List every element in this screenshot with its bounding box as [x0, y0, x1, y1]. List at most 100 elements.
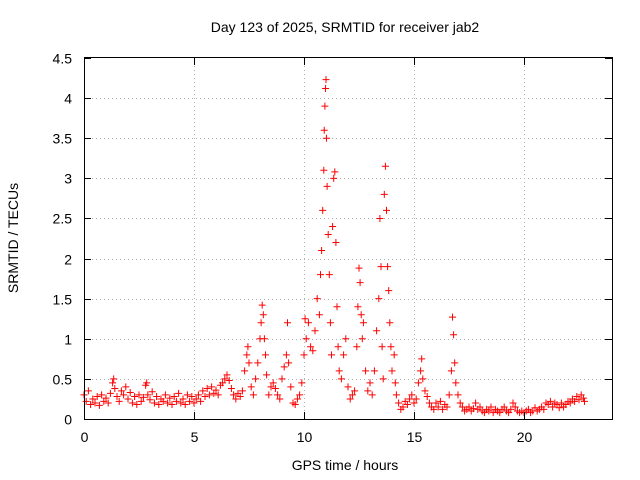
data-point — [104, 399, 112, 407]
data-point — [301, 315, 309, 323]
data-point — [425, 399, 433, 407]
data-point — [113, 393, 121, 401]
data-point — [379, 375, 387, 383]
data-point — [267, 383, 275, 391]
data-point — [265, 391, 273, 399]
data-point — [172, 397, 180, 405]
data-point — [179, 395, 187, 403]
data-point — [111, 385, 119, 393]
data-point — [472, 399, 480, 407]
data-point — [84, 387, 92, 395]
data-point — [258, 301, 266, 309]
data-point — [221, 375, 229, 383]
data-point — [161, 391, 169, 399]
y-tick-label: 2.5 — [53, 211, 73, 227]
data-point — [351, 387, 359, 395]
data-point — [285, 359, 293, 367]
data-point — [430, 405, 438, 413]
data-point — [354, 303, 362, 311]
data-point — [322, 76, 330, 84]
data-point — [320, 126, 328, 134]
data-point — [326, 319, 334, 327]
data-point — [120, 391, 128, 399]
data-point — [555, 404, 563, 412]
data-point — [432, 399, 440, 407]
data-point — [124, 395, 132, 403]
data-point — [208, 383, 216, 391]
data-point — [89, 395, 97, 403]
data-point — [356, 279, 364, 287]
data-point — [296, 391, 304, 399]
data-point — [540, 405, 548, 413]
data-point — [328, 351, 335, 359]
data-point — [274, 391, 282, 399]
data-point — [146, 396, 154, 404]
data-point — [454, 391, 462, 399]
data-point — [323, 182, 331, 190]
data-point — [321, 102, 329, 110]
y-tick-label: 4 — [64, 91, 72, 107]
data-point — [131, 393, 139, 401]
data-point — [102, 394, 110, 402]
data-point — [359, 319, 367, 327]
data-point — [150, 399, 158, 407]
data-point — [451, 359, 459, 367]
data-point — [330, 174, 338, 182]
data-point — [186, 397, 194, 405]
axis-ticks — [84, 58, 612, 420]
data-point — [449, 313, 456, 321]
data-point — [507, 405, 515, 413]
data-point — [87, 401, 95, 409]
data-point — [183, 391, 191, 399]
data-point — [300, 351, 308, 359]
data-point — [366, 379, 374, 387]
data-point — [346, 395, 354, 403]
data-point — [317, 271, 324, 279]
data-point — [353, 343, 361, 351]
data-point — [214, 391, 222, 399]
data-point — [241, 367, 249, 375]
data-point — [395, 399, 403, 407]
data-point — [511, 403, 519, 411]
data-point — [298, 379, 306, 387]
data-point — [168, 401, 176, 409]
data-point — [110, 375, 118, 383]
data-point — [357, 311, 365, 319]
data-point — [313, 295, 321, 303]
data-point — [476, 403, 484, 411]
data-point — [302, 335, 310, 343]
data-point — [259, 311, 267, 319]
data-point — [546, 397, 554, 405]
data-point — [309, 347, 317, 355]
y-tick-label: 2 — [64, 252, 72, 268]
data-point — [284, 319, 291, 327]
data-point — [232, 395, 240, 403]
data-point — [98, 391, 106, 399]
data-point — [188, 393, 196, 401]
data-point — [324, 230, 332, 238]
y-axis-label: SRMTID / TECUs — [5, 183, 21, 293]
x-tick-label: 10 — [297, 429, 313, 445]
data-point — [384, 263, 392, 271]
data-point — [364, 387, 372, 395]
data-point — [269, 379, 277, 387]
data-point — [380, 190, 388, 198]
data-point — [335, 367, 343, 375]
data-point — [153, 393, 161, 401]
data-point — [566, 399, 574, 407]
data-point — [439, 405, 447, 413]
data-point — [399, 403, 407, 411]
data-point — [331, 168, 339, 176]
data-point — [197, 397, 205, 405]
data-point — [307, 343, 315, 351]
data-point — [199, 387, 207, 395]
data-point — [348, 391, 356, 399]
data-point — [378, 343, 386, 351]
data-point — [333, 303, 341, 311]
gridlines — [84, 58, 612, 419]
data-point — [175, 389, 183, 397]
data-point — [456, 399, 464, 407]
x-tick-label: 20 — [517, 429, 533, 445]
data-point — [412, 395, 420, 403]
